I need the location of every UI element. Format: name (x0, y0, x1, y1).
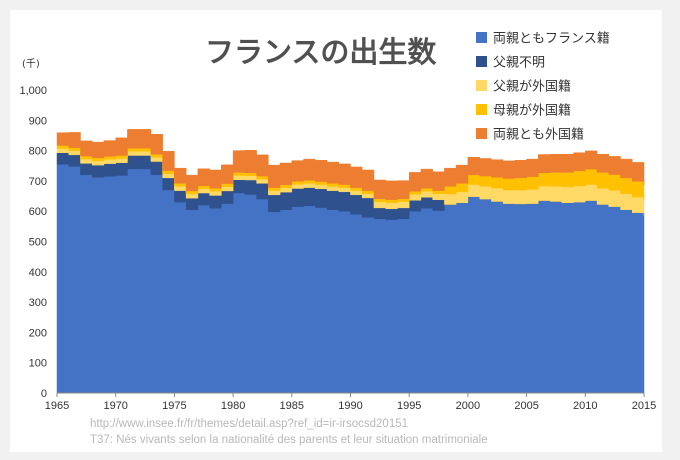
y-axis-unit-label: (千) (22, 58, 40, 70)
y-tick-label: 1,000 (19, 85, 47, 97)
y-axis: 0 100 200 300 400 500 600 700 800 900 1,000 (19, 85, 47, 400)
source-url: http://www.insee.fr/fr/themes/detail.asp… (90, 418, 408, 430)
source-caption: T37: Nés vivants selon la nationalité de… (90, 434, 488, 446)
legend-label: 両親とも外国籍 (493, 127, 584, 143)
y-tick-label: 500 (29, 237, 47, 249)
legend-label: 父親が外国籍 (493, 79, 571, 95)
y-tick-label: 700 (29, 176, 47, 188)
x-tick-label: 1975 (162, 400, 186, 412)
legend-swatch (476, 80, 487, 91)
x-tick-label: 2000 (456, 400, 480, 412)
x-tick-label: 1970 (103, 400, 127, 412)
y-tick-label: 200 (29, 327, 47, 339)
x-tick-label: 1965 (45, 400, 69, 412)
y-tick-label: 300 (29, 297, 47, 309)
x-tick-label: 1990 (338, 400, 362, 412)
series-areas (56, 129, 645, 394)
legend-swatch (476, 104, 487, 115)
x-tick-label: 1995 (397, 400, 421, 412)
x-tick-label: 1985 (280, 400, 304, 412)
chart-title: フランスの出生数 (205, 35, 437, 69)
y-tick-label: 0 (41, 388, 47, 400)
x-tick-label: 2015 (632, 400, 656, 412)
x-tick-label: 2005 (514, 400, 538, 412)
y-tick-label: 800 (29, 146, 47, 158)
x-tick-label: 1980 (221, 400, 245, 412)
legend-label: 両親ともフランス籍 (493, 31, 610, 47)
series-area-5 (56, 129, 645, 200)
chart-card: 0 100 200 300 400 500 600 700 800 900 1,000 1965 19… (10, 10, 662, 452)
x-axis: 1965 1970 1975 1980 1985 1990 1995 2000 2005 2010… (45, 392, 656, 412)
x-tick-label: 2010 (573, 400, 597, 412)
legend-label: 母親が外国籍 (493, 103, 571, 119)
y-tick-label: 400 (29, 267, 47, 279)
y-tick-label: 100 (29, 358, 47, 370)
y-tick-label: 600 (29, 206, 47, 218)
legend-swatch (476, 128, 487, 139)
legend-swatch (476, 32, 487, 43)
legend-swatch (476, 56, 487, 67)
legend-label: 父親不明 (493, 56, 545, 71)
y-tick-label: 900 (29, 115, 47, 127)
